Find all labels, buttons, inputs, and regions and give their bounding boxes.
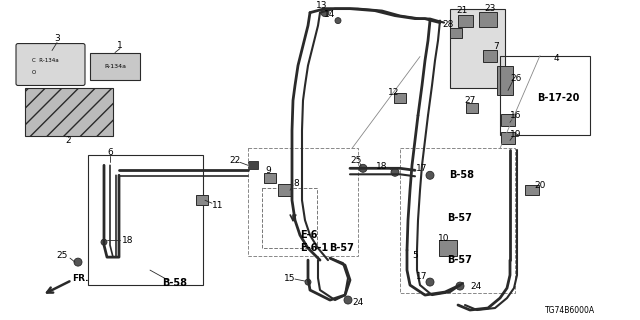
Circle shape (101, 239, 107, 245)
Text: 25: 25 (56, 251, 68, 260)
Text: 15: 15 (284, 274, 296, 283)
Text: B-58: B-58 (163, 278, 188, 288)
Text: 18: 18 (122, 236, 134, 245)
Bar (466, 103, 478, 113)
Text: B-17-20: B-17-20 (537, 93, 579, 103)
Bar (278, 184, 292, 196)
Text: TG74B6000A: TG74B6000A (545, 306, 595, 315)
Bar (458, 15, 473, 27)
Text: B-57: B-57 (447, 213, 472, 223)
Bar (483, 50, 497, 61)
Bar (248, 148, 358, 256)
Bar (400, 148, 515, 293)
Circle shape (344, 296, 352, 304)
Bar (264, 173, 276, 183)
Bar (25, 88, 113, 136)
Bar (90, 52, 140, 81)
Text: 12: 12 (388, 88, 400, 97)
Bar (439, 240, 457, 256)
Circle shape (426, 278, 434, 286)
Text: 1: 1 (117, 41, 123, 50)
Bar (262, 188, 317, 248)
Text: 28: 28 (442, 20, 454, 29)
Text: 21: 21 (456, 6, 468, 15)
Circle shape (391, 168, 399, 176)
Text: R-134a: R-134a (104, 64, 126, 69)
Text: 10: 10 (438, 234, 450, 243)
Text: 11: 11 (212, 201, 224, 210)
Bar (500, 56, 590, 135)
Circle shape (335, 18, 341, 24)
Text: 17: 17 (416, 164, 428, 173)
Text: 19: 19 (510, 130, 522, 139)
Text: 7: 7 (493, 42, 499, 51)
Text: 8: 8 (293, 179, 299, 188)
Text: O: O (32, 70, 36, 75)
Bar (450, 28, 462, 37)
Text: 18: 18 (376, 162, 388, 171)
Text: 16: 16 (510, 111, 522, 120)
Text: 6: 6 (107, 148, 113, 157)
Text: 9: 9 (265, 166, 271, 175)
Circle shape (305, 279, 311, 285)
Text: C  R-134a: C R-134a (32, 58, 59, 63)
Text: 17: 17 (416, 272, 428, 281)
Bar (248, 161, 258, 169)
Bar (394, 93, 406, 103)
Bar (497, 66, 513, 95)
Text: 25: 25 (350, 156, 362, 165)
Text: 26: 26 (510, 74, 522, 83)
Text: 2: 2 (65, 136, 71, 145)
Text: 14: 14 (324, 10, 336, 19)
Bar (525, 185, 539, 195)
Circle shape (74, 258, 82, 266)
Circle shape (359, 164, 367, 172)
Text: E-6-1: E-6-1 (300, 243, 328, 253)
Text: 22: 22 (229, 156, 241, 165)
Text: 5: 5 (412, 251, 418, 260)
Text: 4: 4 (553, 54, 559, 63)
Text: 24: 24 (353, 298, 364, 307)
Bar (501, 115, 515, 126)
Text: B-58: B-58 (449, 170, 474, 180)
Circle shape (456, 282, 464, 290)
Circle shape (426, 171, 434, 179)
Bar (479, 12, 497, 27)
Text: 24: 24 (470, 282, 482, 291)
Text: B-57: B-57 (330, 243, 355, 253)
Bar (196, 195, 208, 205)
Text: 27: 27 (464, 96, 476, 105)
Text: E-6: E-6 (300, 230, 317, 240)
Circle shape (321, 9, 329, 17)
FancyBboxPatch shape (16, 44, 85, 85)
Bar (88, 155, 203, 285)
Text: 3: 3 (54, 34, 60, 43)
Text: B-57: B-57 (447, 255, 472, 265)
Text: FR.: FR. (72, 274, 88, 283)
Text: 23: 23 (484, 4, 496, 13)
Text: 13: 13 (316, 1, 328, 10)
Bar (501, 132, 515, 144)
Bar (450, 9, 505, 88)
Text: 20: 20 (534, 181, 546, 190)
